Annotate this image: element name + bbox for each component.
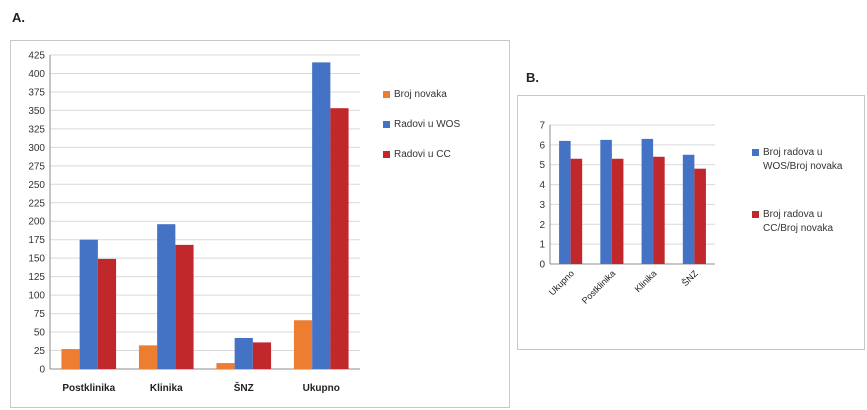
y-tick-label: 300	[28, 143, 45, 154]
legend-item-radovi-u-wos: Radovi u WOS	[383, 118, 460, 132]
legend-swatch	[383, 121, 390, 128]
bar-radovi-u-wos-snz	[234, 337, 253, 369]
legend-label: Radovi u CC	[394, 149, 451, 160]
bar-broj-radova-u-wos-broj-novaka-klinika	[641, 138, 654, 264]
bar-broj-radova-u-cc-broj-novaka-klinika	[653, 156, 665, 264]
y-tick-label: 325	[28, 124, 45, 135]
legend-label: Broj radova u WOS/Broj novaka	[763, 147, 843, 172]
x-tick-label: ŠNZ	[234, 381, 254, 394]
bar-broj-radova-u-cc-broj-novaka-snz	[694, 168, 706, 264]
legend-item-radovi-u-cc: Radovi u CC	[383, 148, 451, 162]
x-tick-label: Ukupno	[303, 383, 340, 394]
y-tick-label: 175	[28, 235, 45, 246]
y-tick-label: 3	[539, 200, 545, 211]
y-tick-label: 5	[539, 160, 545, 171]
y-tick-label: 425	[28, 51, 45, 62]
x-tick-label: Postklinika	[62, 383, 115, 394]
bar-broj-radova-u-wos-broj-novaka-ukupno	[559, 140, 571, 264]
legend-item-broj-novaka: Broj novaka	[383, 88, 447, 102]
y-tick-label: 400	[28, 69, 45, 80]
bar-broj-novaka-ukupno	[293, 320, 313, 369]
y-tick-label: 1	[539, 240, 545, 251]
x-tick-label: Ukupno	[547, 268, 576, 297]
bar-radovi-u-cc-snz	[252, 342, 272, 369]
bar-broj-radova-u-cc-broj-novaka-postklinika	[611, 158, 624, 264]
legend-item-broj-radova-u-cc-broj-novaka: Broj radova u CC/Broj novaka	[752, 208, 858, 236]
bar-broj-novaka-klinika	[138, 345, 158, 369]
bar-broj-novaka-snz	[216, 363, 235, 369]
y-tick-label: 250	[28, 180, 45, 191]
panel-a-label: A.	[12, 10, 25, 25]
y-tick-label: 375	[28, 87, 45, 98]
y-tick-label: 150	[28, 254, 45, 265]
y-tick-label: 25	[34, 346, 46, 357]
bar-radovi-u-cc-ukupno	[330, 108, 349, 369]
bar-broj-radova-u-cc-broj-novaka-ukupno	[570, 158, 583, 264]
bar-radovi-u-cc-klinika	[175, 244, 194, 369]
legend-label: Broj radova u CC/Broj novaka	[763, 209, 834, 234]
bar-radovi-u-cc-postklinika	[97, 258, 117, 369]
legend-swatch	[752, 149, 759, 156]
y-tick-label: 0	[39, 365, 45, 376]
legend-label: Broj novaka	[394, 89, 447, 100]
y-tick-label: 275	[28, 161, 45, 172]
bar-radovi-u-wos-klinika	[157, 224, 176, 369]
panel-b-label: B.	[526, 70, 539, 85]
y-tick-label: 75	[34, 309, 46, 320]
bar-radovi-u-wos-postklinika	[79, 239, 98, 369]
legend-swatch	[383, 151, 390, 158]
x-tick-label: Klinika	[150, 383, 183, 394]
x-tick-label: Postklinika	[580, 268, 617, 305]
legend-swatch	[752, 211, 759, 218]
y-tick-label: 350	[28, 106, 45, 117]
y-tick-label: 7	[539, 121, 545, 132]
bar-broj-radova-u-wos-broj-novaka-postklinika	[600, 139, 612, 264]
y-tick-label: 200	[28, 217, 45, 228]
bar-radovi-u-wos-ukupno	[312, 62, 331, 369]
legend-swatch	[383, 91, 390, 98]
y-tick-label: 225	[28, 198, 45, 209]
y-tick-label: 6	[539, 140, 545, 151]
legend-item-broj-radova-u-wos-broj-novaka: Broj radova u WOS/Broj novaka	[752, 146, 858, 174]
y-tick-label: 125	[28, 272, 45, 283]
y-tick-label: 2	[539, 220, 545, 231]
y-tick-label: 50	[34, 328, 46, 339]
bar-broj-radova-u-wos-broj-novaka-snz	[682, 154, 695, 264]
x-tick-label: ŠNZ	[680, 268, 700, 288]
x-tick-label: Klinika	[633, 268, 659, 294]
bar-broj-novaka-postklinika	[61, 349, 80, 369]
y-tick-label: 0	[539, 260, 545, 271]
y-tick-label: 4	[539, 180, 545, 191]
legend-label: Radovi u WOS	[394, 119, 461, 130]
y-tick-label: 100	[28, 291, 45, 302]
